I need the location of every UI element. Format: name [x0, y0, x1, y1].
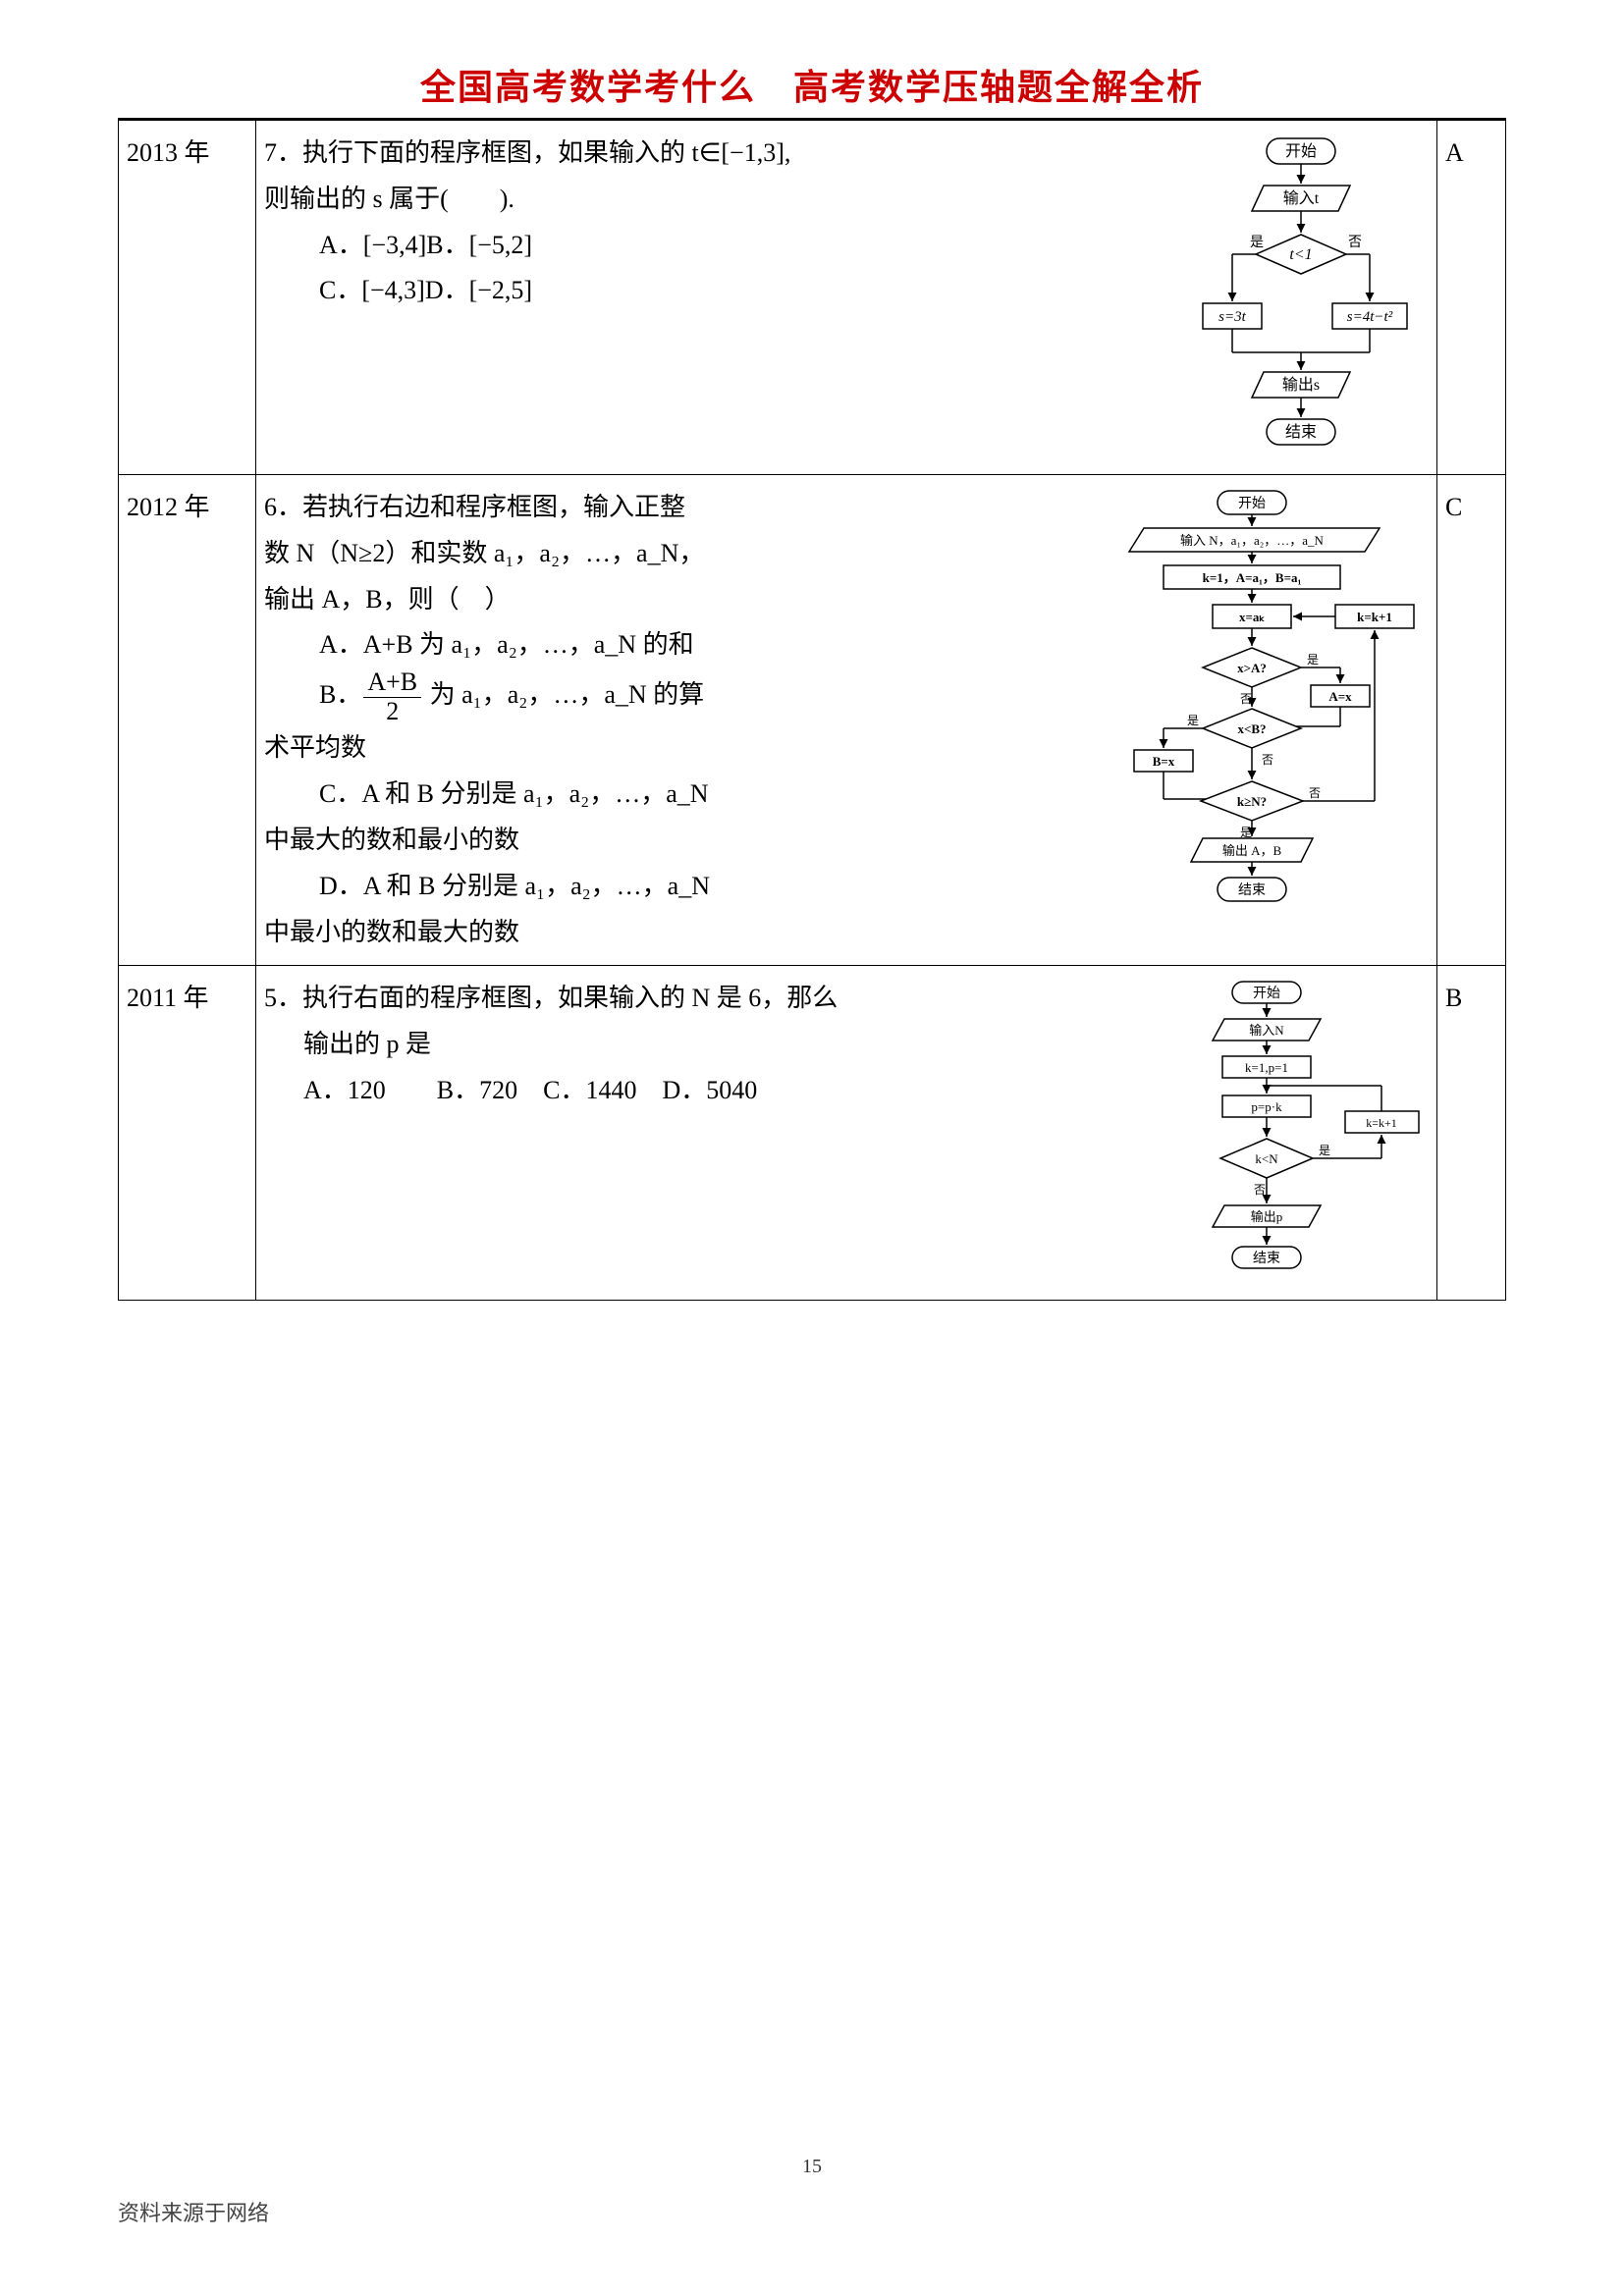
option-b-post: 为 a₁，a₂，…，a_N 的算: [423, 680, 704, 709]
option-a: A．120: [303, 1076, 386, 1104]
svg-text:结束: 结束: [1253, 1251, 1280, 1266]
svg-text:x>A?: x>A?: [1237, 661, 1267, 675]
question-stem: 执行下面的程序框图，如果输入的 t∈[−1,3],: [302, 138, 790, 167]
question-text: 6．若执行右边和程序框图，输入正整 数 N（N≥2）和实数 a₁，a₂，…，a_…: [264, 485, 1105, 955]
svg-text:A=x: A=x: [1328, 689, 1352, 704]
svg-text:开始: 开始: [1253, 986, 1280, 1001]
question-text: 7．执行下面的程序框图，如果输入的 t∈[−1,3], 则输出的 s 属于( )…: [264, 131, 1164, 314]
option-b-pre: B．: [319, 680, 361, 709]
svg-text:否: 否: [1348, 236, 1362, 250]
option-a: A．[−3,4]: [319, 231, 426, 259]
svg-text:p=p·k: p=p·k: [1251, 1099, 1282, 1114]
flowchart-2012: 开始 输入 N，a₁，a₂，…，a_N k=1，A=a₁，B=a₁: [1114, 485, 1429, 917]
question-number: 6．: [264, 493, 302, 521]
question-cell: 6．若执行右边和程序框图，输入正整 数 N（N≥2）和实数 a₁，a₂，…，a_…: [256, 475, 1437, 966]
svg-text:k=k+1: k=k+1: [1366, 1116, 1397, 1130]
svg-text:输出 A，B: 输出 A，B: [1222, 843, 1282, 858]
table-row: 2013 年 7．执行下面的程序框图，如果输入的 t∈[−1,3], 则输出的 …: [119, 121, 1506, 475]
svg-text:k=1，A=a₁，B=a₁: k=1，A=a₁，B=a₁: [1203, 570, 1302, 585]
flowchart-2013: 开始 输入t t<1 是 否: [1173, 131, 1429, 464]
table-row: 2012 年 6．若执行右边和程序框图，输入正整 数 N（N≥2）和实数 a₁，…: [119, 475, 1506, 966]
stem-l2: 数 N（N≥2）和实数 a₁，a₂，…，a_N，: [264, 539, 704, 567]
option-b: B．[−5,2]: [426, 231, 532, 259]
footer-source: 资料来源于网络: [118, 2196, 269, 2227]
svg-text:输出p: 输出p: [1251, 1209, 1283, 1224]
stem-l3: 输出 A，B，则（ ）: [264, 585, 511, 614]
svg-text:是: 是: [1240, 826, 1252, 839]
answer-cell: B: [1437, 966, 1506, 1301]
svg-text:x<B?: x<B?: [1237, 721, 1266, 736]
option-d: D．5040: [663, 1076, 758, 1104]
fraction-icon: A+B2: [363, 668, 421, 725]
page-title-right: 高考数学压轴题全解全析: [793, 68, 1204, 107]
option-b-l2: 术平均数: [264, 725, 1105, 772]
svg-text:t<1: t<1: [1289, 246, 1312, 263]
option-c-l2: 中最大的数和最小的数: [264, 818, 1105, 864]
year-cell: 2012 年: [119, 475, 256, 966]
option-c-l1: C．A 和 B 分别是 a₁，a₂，…，a_N: [264, 772, 1105, 818]
option-c: C．[−4,3]: [319, 276, 425, 304]
svg-text:否: 否: [1262, 753, 1273, 767]
page-title-left: 全国高考数学考什么: [420, 68, 756, 107]
svg-text:是: 是: [1187, 714, 1199, 727]
stem-l1: 若执行右边和程序框图，输入正整: [302, 493, 685, 521]
svg-text:k<N: k<N: [1255, 1151, 1278, 1166]
year-cell: 2013 年: [119, 121, 256, 475]
svg-text:开始: 开始: [1238, 496, 1266, 511]
stem-l2: 输出的 p 是: [264, 1030, 431, 1058]
svg-text:k=1,p=1: k=1,p=1: [1245, 1060, 1288, 1075]
year-cell: 2011 年: [119, 966, 256, 1301]
question-cell: 7．执行下面的程序框图，如果输入的 t∈[−1,3], 则输出的 s 属于( )…: [256, 121, 1437, 475]
stem-l1: 执行右面的程序框图，如果输入的 N 是 6，那么: [302, 984, 838, 1012]
svg-text:k≥N?: k≥N?: [1237, 794, 1267, 809]
questions-table: 2013 年 7．执行下面的程序框图，如果输入的 t∈[−1,3], 则输出的 …: [118, 120, 1506, 1301]
option-a: A．A+B 为 a₁，a₂，…，a_N 的和: [264, 622, 1105, 668]
svg-text:输入t: 输入t: [1283, 189, 1320, 207]
option-c: C．1440: [543, 1076, 636, 1104]
flowchart-2011: 开始 输入N k=1,p=1 p=p·k k=k+1: [1164, 976, 1429, 1290]
svg-text:s=4t−t²: s=4t−t²: [1347, 309, 1393, 325]
table-row: 2011 年 5．执行右面的程序框图，如果输入的 N 是 6，那么 输出的 p …: [119, 966, 1506, 1301]
svg-text:否: 否: [1254, 1183, 1266, 1197]
option-d-l2: 中最小的数和最大的数: [264, 910, 1105, 956]
question-number: 7．: [264, 138, 302, 167]
svg-text:k=k+1: k=k+1: [1357, 610, 1392, 624]
question-cell: 5．执行右面的程序框图，如果输入的 N 是 6，那么 输出的 p 是 A．120…: [256, 966, 1437, 1301]
svg-text:开始: 开始: [1285, 142, 1317, 160]
svg-text:结束: 结束: [1238, 882, 1266, 898]
svg-text:x=aₖ: x=aₖ: [1239, 610, 1265, 624]
svg-text:输入 N，a₁，a₂，…，a_N: 输入 N，a₁，a₂，…，a_N: [1180, 533, 1325, 548]
svg-text:输出s: 输出s: [1282, 376, 1320, 394]
question-number: 5．: [264, 984, 302, 1012]
svg-text:B=x: B=x: [1153, 754, 1175, 769]
svg-text:s=3t: s=3t: [1218, 309, 1246, 325]
svg-text:是: 是: [1319, 1144, 1330, 1157]
svg-text:输入N: 输入N: [1249, 1023, 1284, 1038]
svg-text:是: 是: [1307, 653, 1319, 667]
answer-cell: C: [1437, 475, 1506, 966]
page-title: 全国高考数学考什么 高考数学压轴题全解全析: [118, 59, 1506, 110]
page-number: 15: [802, 2156, 822, 2178]
option-d: D．[−2,5]: [425, 276, 532, 304]
svg-text:否: 否: [1309, 786, 1321, 800]
question-stem-line2: 则输出的 s 属于( ).: [264, 185, 514, 213]
svg-text:结束: 结束: [1285, 423, 1317, 441]
question-text: 5．执行右面的程序框图，如果输入的 N 是 6，那么 输出的 p 是 A．120…: [264, 976, 1154, 1113]
svg-text:是: 是: [1250, 236, 1264, 250]
answer-cell: A: [1437, 121, 1506, 475]
svg-text:否: 否: [1240, 692, 1252, 706]
option-b: B．720: [437, 1076, 517, 1104]
option-d-l1: D．A 和 B 分别是 a₁，a₂，…，a_N: [264, 864, 1105, 910]
